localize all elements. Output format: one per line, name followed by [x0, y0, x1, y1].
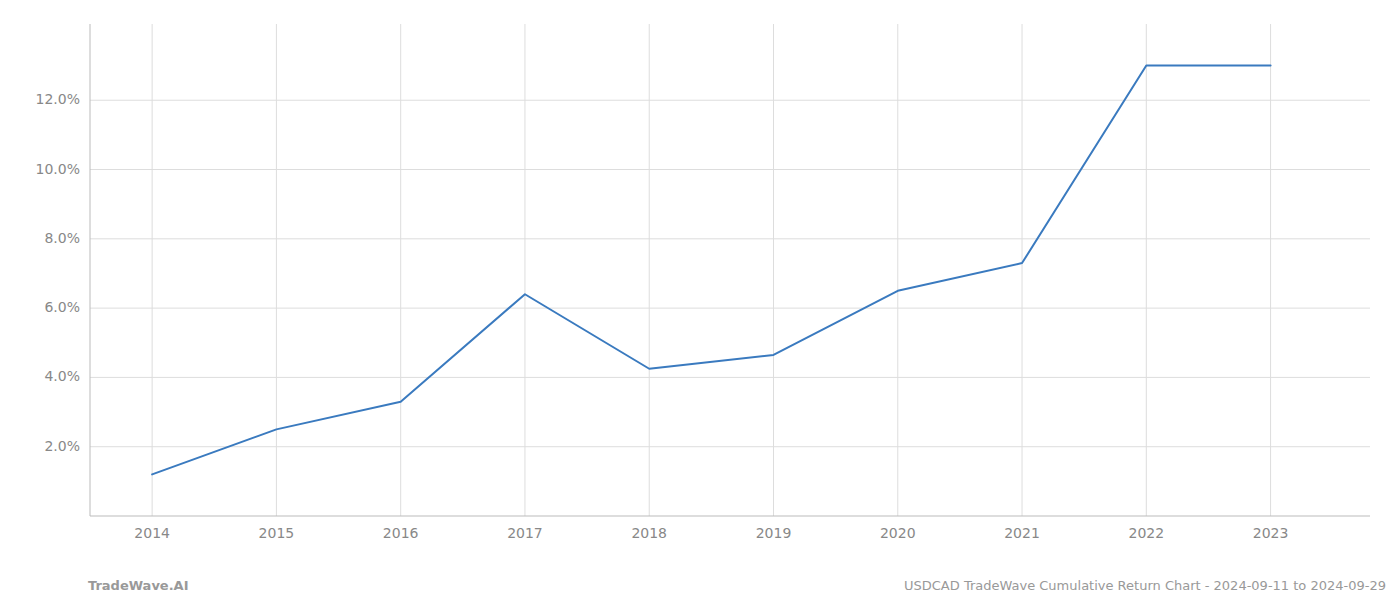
y-grid-line	[90, 169, 1370, 170]
y-tick-label: 6.0%	[44, 299, 80, 315]
footer: TradeWave.AI USDCAD TradeWave Cumulative …	[88, 578, 1386, 593]
x-grid-line	[649, 24, 650, 516]
x-tick-label: 2019	[756, 525, 792, 541]
grid	[90, 24, 1370, 516]
x-grid-line	[400, 24, 401, 516]
y-tick-label: 2.0%	[44, 438, 80, 454]
line-series	[152, 66, 1270, 475]
x-tick-label: 2022	[1128, 525, 1164, 541]
y-tick-label: 10.0%	[36, 161, 80, 177]
x-tick-label: 2015	[259, 525, 295, 541]
x-tick-label: 2014	[134, 525, 170, 541]
x-axis-line	[90, 516, 1370, 517]
x-grid-line	[276, 24, 277, 516]
axes: 2.0% 4.0% 6.0% 8.0% 10.0% 12.0% 2014 2015 2016 20…	[36, 24, 1370, 541]
y-grid-line	[90, 238, 1370, 239]
plot-area	[152, 66, 1270, 475]
x-tick-label: 2023	[1253, 525, 1289, 541]
x-tick-label: 2016	[383, 525, 419, 541]
y-grid-line	[90, 377, 1370, 378]
x-grid-line	[152, 24, 153, 516]
y-tick-label: 12.0%	[36, 91, 80, 107]
x-tick-label: 2021	[1004, 525, 1040, 541]
x-grid-line	[524, 24, 525, 516]
y-axis-line	[90, 24, 91, 516]
footer-text: USDCAD TradeWave Cumulative Return Chart…	[904, 578, 1386, 593]
x-grid-line	[897, 24, 898, 516]
y-tick-label: 8.0%	[44, 230, 80, 246]
chart-container: 2.0% 4.0% 6.0% 8.0% 10.0% 12.0% 2014 2015 2016 20…	[0, 0, 1400, 600]
x-tick-label: 2018	[631, 525, 667, 541]
x-grid-line	[1146, 24, 1147, 516]
chart: 2.0% 4.0% 6.0% 8.0% 10.0% 12.0% 2014 2015 2016 20…	[0, 0, 1400, 600]
y-grid-line	[90, 308, 1370, 309]
x-tick-label: 2017	[507, 525, 543, 541]
x-grid-line	[1022, 24, 1023, 516]
y-grid-line	[90, 100, 1370, 101]
footer-text: TradeWave.AI	[88, 578, 189, 593]
y-grid-line	[90, 446, 1370, 447]
x-grid-line	[773, 24, 774, 516]
y-tick-label: 4.0%	[44, 368, 80, 384]
x-grid-line	[1270, 24, 1271, 516]
x-tick-label: 2020	[880, 525, 916, 541]
